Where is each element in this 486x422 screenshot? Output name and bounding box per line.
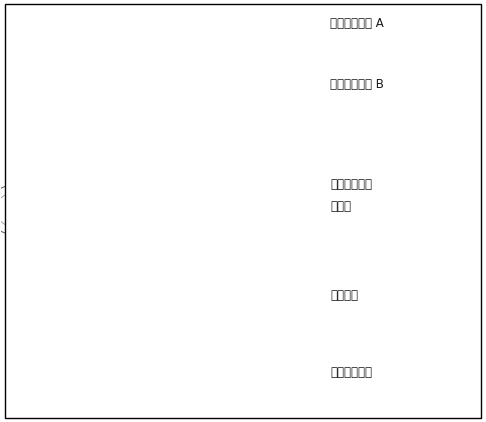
- Circle shape: [78, 192, 93, 205]
- Bar: [98, 179, 187, 218]
- Circle shape: [83, 196, 88, 201]
- Circle shape: [52, 93, 84, 121]
- Circle shape: [139, 307, 149, 315]
- Circle shape: [23, 148, 41, 163]
- Circle shape: [263, 202, 281, 217]
- Bar: [54, 178, 233, 219]
- Bar: [66, 265, 221, 337]
- Circle shape: [249, 148, 266, 163]
- Bar: [233, 219, 255, 241]
- Bar: [20, 129, 44, 177]
- Bar: [132, 297, 156, 320]
- Text: 张紧弹簧: 张紧弹簧: [330, 289, 358, 302]
- Polygon shape: [248, 128, 270, 188]
- Circle shape: [199, 196, 205, 201]
- Text: 圈梁型弹簧力: 圈梁型弹簧力: [330, 178, 372, 191]
- Text: 同步定位轮组 A: 同步定位轮组 A: [330, 17, 384, 30]
- Bar: [105, 406, 182, 416]
- Bar: [66, 335, 221, 353]
- Circle shape: [13, 207, 19, 213]
- Text: 集合架: 集合架: [330, 200, 351, 214]
- Circle shape: [22, 175, 40, 190]
- Circle shape: [215, 102, 227, 112]
- Bar: [105, 5, 185, 18]
- Circle shape: [29, 152, 35, 158]
- Text: 管内机械本体: 管内机械本体: [330, 366, 372, 379]
- Circle shape: [269, 207, 276, 213]
- Bar: [245, 129, 270, 177]
- Polygon shape: [20, 128, 42, 188]
- Bar: [54, 219, 233, 245]
- Bar: [86, 352, 202, 362]
- Bar: [66, 254, 221, 266]
- Circle shape: [233, 197, 243, 205]
- Circle shape: [249, 175, 266, 190]
- Bar: [86, 17, 204, 45]
- Circle shape: [62, 102, 73, 112]
- Bar: [42, 43, 248, 127]
- Circle shape: [194, 192, 209, 205]
- Circle shape: [243, 184, 301, 235]
- Circle shape: [0, 192, 36, 227]
- Circle shape: [233, 203, 243, 211]
- Text: 同步定位轮组 B: 同步定位轮组 B: [330, 78, 384, 91]
- Circle shape: [205, 93, 237, 121]
- Bar: [124, 179, 158, 218]
- Circle shape: [0, 184, 45, 235]
- Bar: [129, 251, 158, 299]
- Bar: [78, 360, 209, 408]
- Bar: [54, 243, 233, 255]
- Circle shape: [252, 192, 293, 227]
- Circle shape: [28, 179, 35, 185]
- Circle shape: [254, 152, 261, 158]
- Bar: [86, 41, 204, 46]
- Bar: [42, 125, 248, 179]
- Circle shape: [7, 202, 25, 217]
- Bar: [34, 219, 55, 241]
- Circle shape: [254, 179, 261, 185]
